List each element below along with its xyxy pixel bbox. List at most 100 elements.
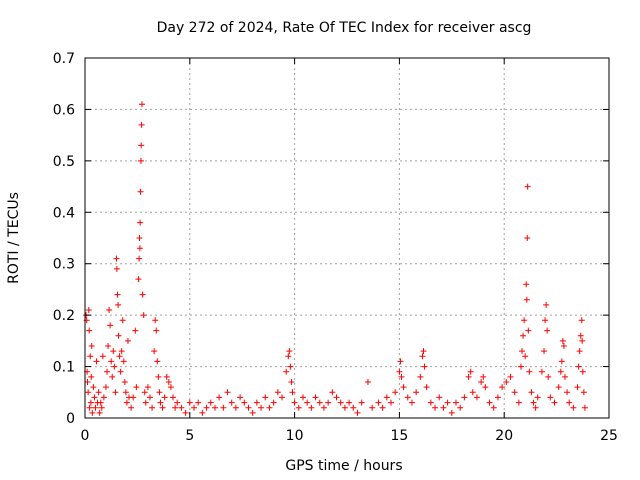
plot-frame xyxy=(84,57,610,419)
data-point xyxy=(396,368,403,375)
data-point xyxy=(119,317,126,324)
data-point xyxy=(560,343,567,349)
data-point xyxy=(111,363,118,370)
data-point xyxy=(436,394,443,401)
data-point xyxy=(530,399,537,406)
data-point xyxy=(570,404,577,411)
data-point xyxy=(308,404,315,411)
data-point xyxy=(523,296,530,303)
data-point xyxy=(266,404,273,411)
data-point xyxy=(329,389,336,396)
data-point xyxy=(133,384,140,391)
data-point xyxy=(136,235,143,241)
data-point xyxy=(186,399,193,406)
data-point xyxy=(170,394,177,401)
data-point xyxy=(580,389,587,396)
data-point xyxy=(419,353,426,360)
data-point xyxy=(178,404,185,411)
data-point xyxy=(130,394,137,401)
data-point xyxy=(576,348,583,355)
data-point xyxy=(534,394,541,401)
data-point xyxy=(525,327,532,334)
data-point xyxy=(95,389,102,396)
x-tick-label: 20 xyxy=(495,428,513,444)
data-point xyxy=(274,389,281,396)
data-point xyxy=(420,348,427,355)
data-point xyxy=(545,373,552,380)
data-point xyxy=(337,399,344,406)
data-point xyxy=(312,394,319,401)
data-point xyxy=(440,404,447,411)
data-point xyxy=(507,373,514,380)
data-point xyxy=(482,384,489,391)
data-point xyxy=(551,399,558,406)
data-point xyxy=(519,348,526,355)
data-point xyxy=(249,409,256,416)
data-point xyxy=(465,373,472,380)
data-point xyxy=(490,404,497,411)
data-point xyxy=(392,389,399,396)
data-point xyxy=(104,368,111,375)
data-point xyxy=(369,404,376,411)
data-point xyxy=(375,399,382,406)
data-point xyxy=(159,404,166,411)
data-point xyxy=(295,404,302,411)
y-tick-label: 0.5 xyxy=(53,154,75,170)
data-point xyxy=(118,348,125,355)
data-point xyxy=(245,404,252,411)
data-point xyxy=(138,142,145,149)
data-point xyxy=(542,317,549,324)
data-point xyxy=(190,404,197,411)
data-point xyxy=(427,399,434,406)
data-point xyxy=(521,317,528,324)
data-point xyxy=(486,399,493,406)
data-point xyxy=(91,394,98,401)
data-point xyxy=(511,389,518,396)
data-point xyxy=(253,399,260,406)
data-point xyxy=(478,379,485,385)
data-point xyxy=(413,389,420,396)
data-point xyxy=(237,394,244,401)
data-point xyxy=(137,157,144,164)
data-point xyxy=(285,353,292,360)
data-point xyxy=(224,389,231,396)
data-point xyxy=(137,219,144,226)
data-point xyxy=(408,399,415,406)
data-point xyxy=(379,404,386,411)
data-point xyxy=(99,353,106,360)
data-point xyxy=(404,394,411,401)
data-point xyxy=(469,389,476,396)
grid xyxy=(85,58,609,418)
data-point xyxy=(291,399,298,406)
data-point xyxy=(146,394,153,401)
data-point xyxy=(120,358,127,365)
data-point xyxy=(152,317,159,324)
data-point xyxy=(473,394,480,401)
x-tick-label: 5 xyxy=(185,428,194,444)
data-point xyxy=(165,379,172,385)
data-point xyxy=(320,404,327,411)
data-point xyxy=(503,379,510,385)
y-tick-label: 0.4 xyxy=(53,205,75,221)
data-point xyxy=(528,389,535,396)
data-point xyxy=(559,337,566,344)
data-point xyxy=(97,399,104,406)
data-point xyxy=(564,389,571,396)
x-tick-label: 25 xyxy=(600,428,618,444)
data-point xyxy=(98,404,105,411)
data-point xyxy=(358,399,365,406)
data-point xyxy=(115,332,122,339)
data-point xyxy=(577,332,584,339)
data-point xyxy=(132,327,139,334)
data-point xyxy=(532,404,539,411)
data-point xyxy=(154,358,161,365)
data-point xyxy=(88,373,95,380)
data-point xyxy=(555,384,562,391)
y-tick-label: 0.3 xyxy=(53,257,75,273)
data-point xyxy=(141,389,148,396)
data-point xyxy=(524,235,531,241)
data-point xyxy=(289,389,296,396)
data-point xyxy=(195,399,202,406)
data-point xyxy=(579,337,586,344)
